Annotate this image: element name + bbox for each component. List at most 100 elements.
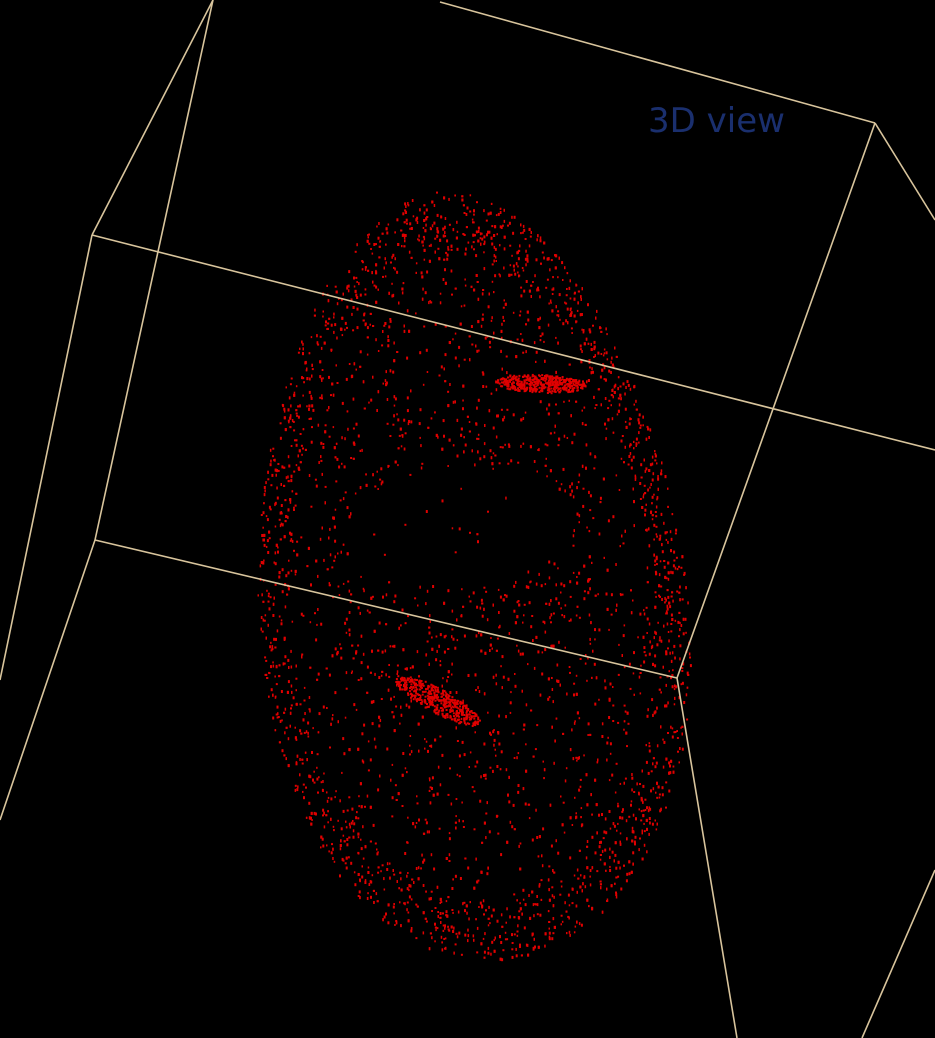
point	[360, 677, 363, 681]
point	[500, 381, 503, 384]
point	[330, 394, 332, 397]
point	[352, 306, 355, 309]
point	[522, 387, 525, 390]
point	[387, 339, 390, 342]
point	[462, 902, 464, 906]
point	[372, 473, 374, 477]
point	[285, 726, 288, 729]
point	[564, 266, 566, 270]
point	[372, 375, 374, 379]
point	[320, 622, 323, 626]
point	[308, 352, 311, 355]
point	[569, 671, 571, 674]
point	[534, 945, 536, 949]
point	[547, 910, 550, 913]
point	[451, 609, 454, 613]
point	[502, 418, 505, 422]
point	[538, 379, 540, 382]
point	[644, 469, 647, 473]
point	[676, 730, 678, 732]
point	[450, 802, 453, 806]
point	[664, 704, 666, 708]
point	[496, 815, 499, 817]
point	[436, 792, 439, 796]
point	[475, 918, 477, 921]
point	[398, 626, 400, 630]
point	[311, 819, 313, 821]
point	[484, 932, 486, 936]
point	[289, 498, 292, 502]
point	[463, 718, 466, 721]
point	[536, 380, 539, 383]
point	[429, 699, 431, 702]
point	[540, 381, 542, 384]
point	[458, 931, 461, 935]
point	[608, 399, 611, 402]
point	[412, 698, 415, 701]
point	[423, 258, 426, 261]
point	[552, 700, 554, 704]
point	[462, 399, 464, 402]
point	[431, 224, 434, 228]
point	[444, 217, 447, 220]
point	[459, 877, 462, 880]
point	[518, 910, 521, 913]
point	[443, 635, 446, 639]
point	[339, 847, 342, 851]
point	[599, 883, 602, 886]
point	[457, 910, 460, 914]
point	[640, 798, 643, 802]
point	[428, 830, 430, 834]
point	[321, 837, 324, 841]
point	[505, 496, 507, 500]
point	[664, 475, 667, 479]
point	[427, 697, 430, 700]
point	[463, 634, 466, 638]
point	[440, 695, 443, 698]
point	[517, 784, 520, 787]
point	[293, 470, 296, 473]
point	[579, 658, 582, 660]
point	[275, 469, 278, 473]
point	[601, 368, 604, 372]
point	[337, 585, 340, 588]
point	[400, 624, 402, 627]
point	[589, 869, 592, 872]
point	[660, 473, 663, 476]
point	[294, 504, 297, 507]
point	[494, 225, 497, 229]
point	[345, 617, 348, 621]
point	[426, 216, 429, 218]
point	[558, 437, 561, 441]
point	[296, 788, 299, 792]
point	[668, 639, 670, 643]
point	[281, 749, 284, 753]
point	[314, 612, 316, 615]
point	[628, 860, 631, 864]
point	[599, 841, 601, 845]
point	[439, 902, 441, 904]
point	[376, 900, 379, 903]
point	[554, 424, 556, 428]
point	[678, 591, 681, 594]
point	[579, 348, 582, 351]
point	[335, 364, 337, 367]
point	[618, 403, 621, 407]
point	[490, 202, 493, 205]
point	[515, 580, 517, 584]
point	[425, 688, 427, 691]
point	[539, 389, 542, 392]
point	[317, 423, 320, 427]
point	[418, 680, 421, 683]
point	[542, 387, 545, 390]
point	[663, 565, 666, 569]
point	[534, 274, 536, 278]
point	[477, 297, 480, 301]
point	[467, 939, 469, 943]
point	[463, 714, 466, 716]
point	[619, 385, 622, 388]
point	[606, 358, 609, 361]
point	[317, 731, 320, 734]
point	[478, 230, 480, 233]
point	[617, 409, 620, 413]
